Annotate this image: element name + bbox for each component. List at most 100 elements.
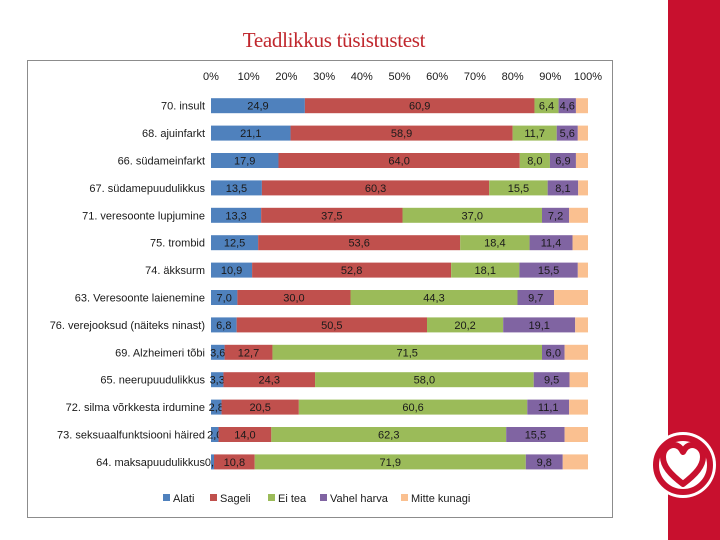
x-tick-label: 0% — [203, 71, 219, 83]
data-label: 37,5 — [321, 210, 342, 222]
data-label: 53,6 — [348, 238, 369, 250]
bar-segment-mitte-kunagi — [575, 98, 588, 114]
bar-segment-alati — [211, 180, 262, 196]
data-label: 9,5 — [544, 375, 559, 387]
bar-segment-sageli — [223, 372, 316, 388]
legend-label: Alati — [173, 493, 194, 505]
x-tick-label: 40% — [351, 71, 373, 83]
category-label: 69. Alzheimeri tõbi — [115, 347, 205, 359]
data-label: 6,9 — [555, 156, 570, 168]
data-label: 21,1 — [240, 128, 261, 140]
bar-segment-vahel-harva — [547, 180, 579, 196]
bar-segment-mitte-kunagi — [578, 180, 588, 196]
data-label: 11,7 — [524, 128, 545, 140]
data-label: 15,5 — [538, 265, 559, 277]
bar-segment-mitte-kunagi — [577, 125, 588, 141]
data-label: 60,9 — [409, 101, 430, 113]
category-label: 65. neerupuudulikkus — [100, 375, 205, 387]
data-label: 2,8 — [209, 402, 224, 414]
data-label: 37,0 — [462, 210, 483, 222]
bar-segment-sageli — [221, 399, 299, 415]
bar-segment-ei-tea — [298, 399, 528, 415]
data-label: 11,1 — [538, 402, 559, 414]
category-label: 73. seksuaalfunktsiooni häired — [57, 430, 205, 442]
data-label: 30,0 — [283, 293, 304, 305]
bar-segment-mitte-kunagi — [575, 153, 588, 168]
bar-segment-vahel-harva — [503, 317, 576, 333]
bar-segment-alati — [211, 207, 262, 223]
data-label: 19,1 — [528, 320, 549, 332]
data-label: 15,5 — [508, 183, 529, 195]
legend-swatch — [401, 494, 408, 501]
bar-segment-sageli — [304, 98, 535, 114]
data-label: 6,4 — [539, 101, 554, 113]
legend-label: Mitte kunagi — [411, 493, 470, 505]
x-tick-label: 20% — [275, 71, 297, 83]
bar-segment-mitte-kunagi — [562, 454, 588, 470]
bar-segment-mitte-kunagi — [569, 399, 588, 415]
bar-segment-alati — [211, 153, 279, 168]
category-label: 66. südameinfarkt — [118, 156, 205, 168]
data-label: 12,7 — [238, 347, 259, 359]
bar-segment-mitte-kunagi — [564, 344, 588, 360]
category-label: 63. Veresoonte laienemine — [75, 293, 205, 305]
bar-segment-vahel-harva — [517, 290, 555, 305]
bar-segment-ei-tea — [512, 125, 557, 141]
bar-segment-vahel-harva — [525, 454, 563, 470]
bar-segment-ei-tea — [402, 207, 543, 223]
bar-segment-vahel-harva — [558, 98, 576, 114]
bar-segment-sageli — [290, 125, 513, 141]
data-label: 20,2 — [454, 320, 475, 332]
bar-segment-mitte-kunagi — [572, 235, 588, 251]
category-label: 74. äkksurm — [145, 265, 205, 277]
data-label: 15,5 — [525, 430, 546, 442]
bar-segment-alati — [211, 262, 253, 278]
category-label: 71. veresoonte lupjumine — [82, 210, 205, 222]
legend-swatch — [268, 494, 275, 501]
data-label: 10,8 — [224, 457, 245, 469]
category-label: 67. südamepuudulikkus — [89, 183, 205, 195]
bar-segment-sageli — [236, 317, 428, 333]
bar-segment-alati — [211, 399, 222, 415]
bar-segment-sageli — [214, 454, 255, 470]
data-label: 9,7 — [528, 293, 543, 305]
data-label: 4,6 — [560, 101, 575, 113]
data-label: 11,4 — [541, 238, 562, 250]
bar-segment-alati — [211, 290, 238, 305]
chart-container: 0% 10% 20% 30% 40% 50% 60% 70% 80% 90% 100% 70. ins… — [27, 60, 613, 518]
bar-segment-sageli — [261, 207, 403, 223]
data-label: 10,9 — [221, 265, 242, 277]
data-label: 24,3 — [259, 375, 280, 387]
category-label: 70. insult — [161, 101, 205, 113]
bar-segment-sageli — [261, 180, 490, 196]
data-label: 62,3 — [378, 430, 399, 442]
data-label: 13,5 — [226, 183, 247, 195]
bar-segment-mitte-kunagi — [564, 427, 588, 442]
bar-segment-alati — [211, 317, 237, 333]
bar-segment-mitte-kunagi — [554, 290, 588, 305]
bar-segment-mitte-kunagi — [569, 372, 588, 388]
bar-segment-vahel-harva — [527, 399, 570, 415]
bar-segment-ei-tea — [460, 235, 530, 251]
bar-segment-ei-tea — [254, 454, 526, 470]
bar-segment-mitte-kunagi — [577, 262, 588, 278]
bar-segment-sageli — [224, 344, 273, 360]
data-label: 5,6 — [560, 128, 575, 140]
bar-segment-alati — [211, 427, 219, 442]
category-label: 76. verejooksud (näiteks ninast) — [50, 320, 205, 332]
data-label: 3,3 — [210, 375, 225, 387]
bar-segment-sageli — [237, 290, 351, 305]
category-label: 72. silma võrkkesta irdumine — [66, 402, 205, 414]
data-label: 44,3 — [423, 293, 444, 305]
bar-segment-alati — [211, 372, 224, 388]
data-label: 3,6 — [210, 347, 225, 359]
legend-label: Ei tea — [278, 493, 307, 505]
data-label: 18,1 — [475, 265, 496, 277]
legend-label: Sageli — [220, 493, 251, 505]
data-label: 71,9 — [380, 457, 401, 469]
category-label: 75. trombid — [150, 238, 205, 250]
bar-segment-vahel-harva — [556, 125, 578, 141]
x-tick-label: 80% — [502, 71, 524, 83]
bar-segment-ei-tea — [534, 98, 559, 114]
data-label: 60,3 — [365, 183, 386, 195]
